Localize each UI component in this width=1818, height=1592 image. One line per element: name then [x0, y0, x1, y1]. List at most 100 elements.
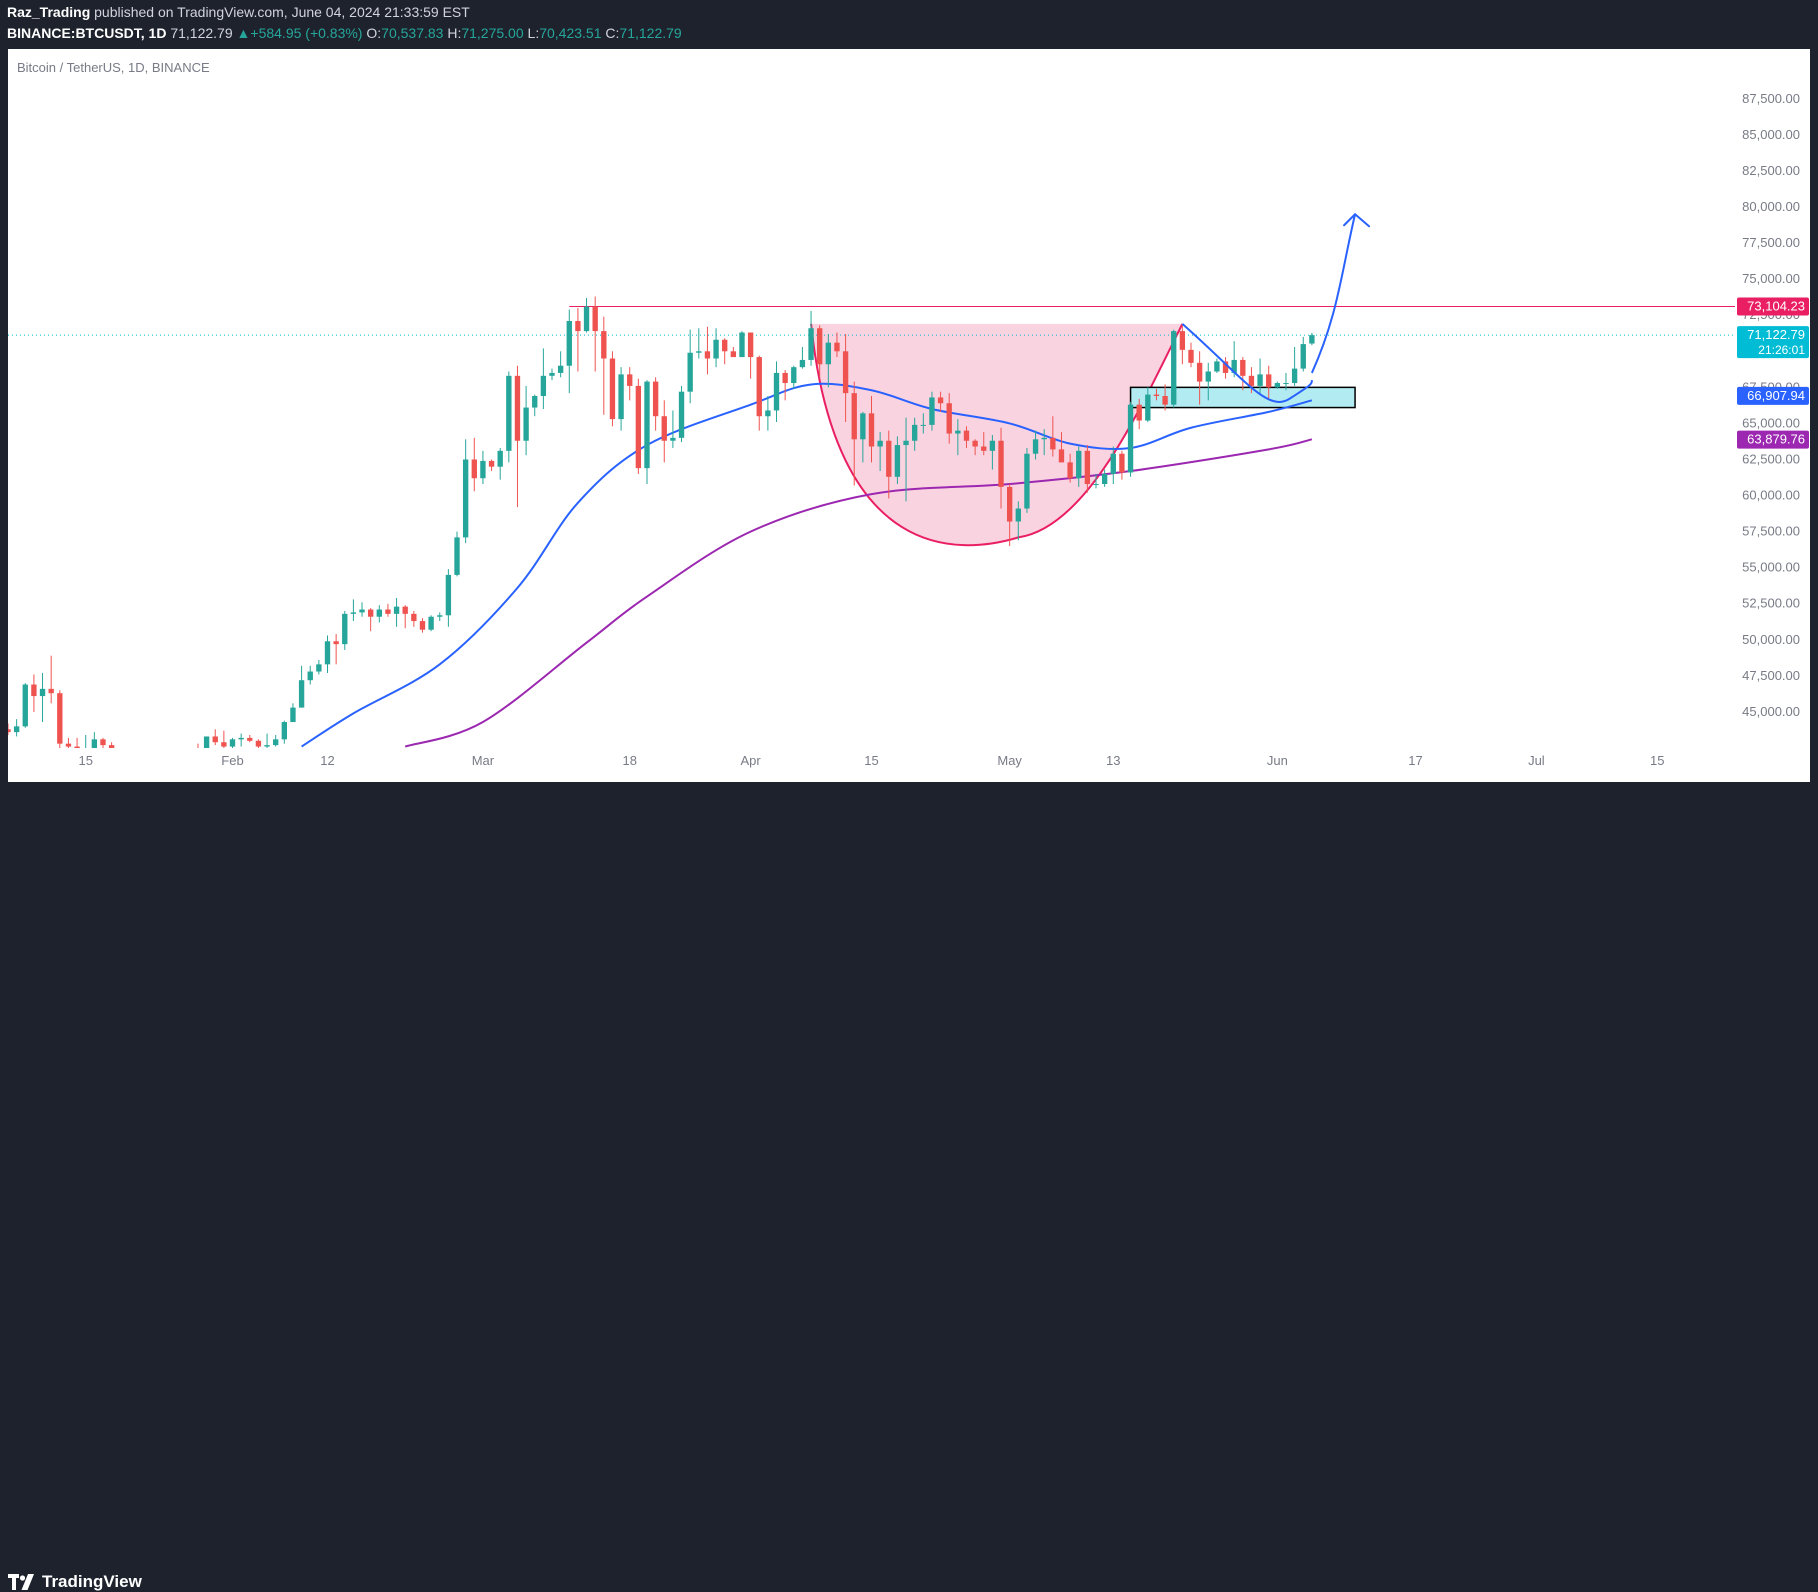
candle-body [842, 351, 849, 394]
candle-body [324, 641, 331, 665]
candle-body [437, 615, 443, 617]
candle-body [765, 410, 771, 417]
candle-body [135, 760, 140, 761]
candle-body [592, 306, 598, 332]
open-value: 70,537.83 [381, 25, 444, 41]
candle-body [1145, 394, 1151, 421]
y-tick-label: 85,000.00 [1742, 127, 1800, 142]
y-tick-label: 45,000.00 [1742, 704, 1800, 719]
candle-body [39, 688, 46, 697]
candle-body [1248, 375, 1255, 386]
candle-body [264, 745, 270, 747]
candle-body [981, 446, 987, 451]
candle-body [955, 430, 961, 434]
change-arrow-icon: ▲ [236, 25, 251, 41]
candle-body [22, 684, 28, 727]
candle-body [57, 693, 63, 744]
candle-body [670, 437, 676, 441]
x-tick-label: 13 [1106, 753, 1120, 768]
candle-body [187, 754, 192, 758]
candle-body [100, 739, 106, 746]
candle-body [480, 460, 486, 479]
candle-body [316, 664, 322, 672]
candle-body [367, 609, 374, 617]
y-tick-label: 80,000.00 [1742, 199, 1800, 214]
candle-body [704, 351, 711, 359]
candle-body [799, 359, 806, 368]
candle-body [1274, 383, 1281, 388]
candle-body [929, 397, 935, 425]
candle-body [1101, 473, 1108, 485]
candle-body [696, 351, 702, 353]
candle-body [661, 416, 667, 441]
candle-body [1153, 394, 1160, 397]
candle-body [609, 358, 616, 420]
tradingview-logo[interactable]: TradingView [8, 1572, 142, 1592]
candle-body [791, 367, 797, 384]
ema_fast-price-tag [1737, 386, 1809, 405]
candle-body [229, 739, 236, 747]
candle-body [635, 385, 642, 469]
candle-body [488, 460, 495, 467]
candle-body [333, 641, 339, 645]
x-tick-label: Feb [221, 753, 243, 768]
price-change: +584.95 (+0.83%) [250, 25, 363, 41]
y-tick-label: 65,000.00 [1742, 415, 1800, 430]
candle-body [1076, 450, 1082, 479]
author-name[interactable]: Raz_Trading [7, 4, 91, 20]
x-tick-label: Jun [1267, 753, 1288, 768]
open-label: O: [366, 25, 382, 41]
ema_slow-price-tag [1737, 430, 1809, 449]
candle-body [281, 722, 287, 740]
candle-body [903, 440, 909, 446]
candle-body [411, 613, 417, 622]
y-tick-label: 50,000.00 [1742, 632, 1800, 647]
candle-body [532, 396, 538, 408]
candle-body [627, 374, 633, 386]
candle-body [126, 760, 131, 761]
candle-body [1127, 404, 1134, 473]
x-tick-label: Jul [1528, 753, 1545, 768]
candle-body [937, 397, 944, 404]
candle-body [471, 459, 477, 479]
candle-body [428, 616, 434, 630]
resistance-price-text: 73,104.23 [1747, 299, 1805, 314]
countdown-text: 21:26:01 [1758, 343, 1805, 357]
candle-body [1309, 335, 1315, 344]
ema_slow-price-text: 63,879.76 [1747, 432, 1805, 447]
candle-body [419, 621, 426, 630]
publish-line: Raz_Trading published on TradingView.com… [7, 4, 470, 20]
x-tick-label: 15 [1650, 753, 1664, 768]
x-tick-label: 15 [78, 753, 92, 768]
candle-body [998, 440, 1004, 487]
y-tick-label: 52,500.00 [1742, 596, 1800, 611]
chart-header: Raz_Trading published on TradingView.com… [0, 0, 1818, 48]
price-chart[interactable]: 45,000.00 47,500.00 50,000.00 52,500.00 55,0… [0, 0, 1818, 822]
candle-body [1291, 368, 1298, 384]
candle-body [877, 440, 883, 447]
candle-body [359, 609, 365, 613]
candle-body [342, 613, 348, 645]
close-label: C: [605, 25, 620, 41]
candle-body [1084, 450, 1091, 485]
candle-body [868, 413, 875, 447]
candle-body [1006, 486, 1013, 522]
candle-body [1058, 449, 1065, 463]
candle-body [713, 339, 719, 359]
y-tick-label: 60,000.00 [1742, 488, 1800, 503]
ema_fast-price-text: 66,907.94 [1747, 388, 1805, 403]
candle-body [506, 375, 512, 451]
candle-body [445, 574, 452, 616]
last-price: 71,122.79 [170, 25, 233, 41]
candle-body [1032, 439, 1039, 454]
candle-body [385, 609, 391, 614]
y-tick-label: 55,000.00 [1742, 560, 1800, 575]
candle-body [1188, 349, 1194, 363]
candle-body [575, 321, 581, 332]
candle-body [756, 357, 762, 417]
candle-body [1093, 484, 1099, 486]
candle-body [118, 761, 123, 765]
candle-body [1300, 344, 1306, 369]
candle-body [393, 606, 400, 614]
symbol-name[interactable]: BINANCE:BTCUSDT, 1D [7, 25, 167, 41]
